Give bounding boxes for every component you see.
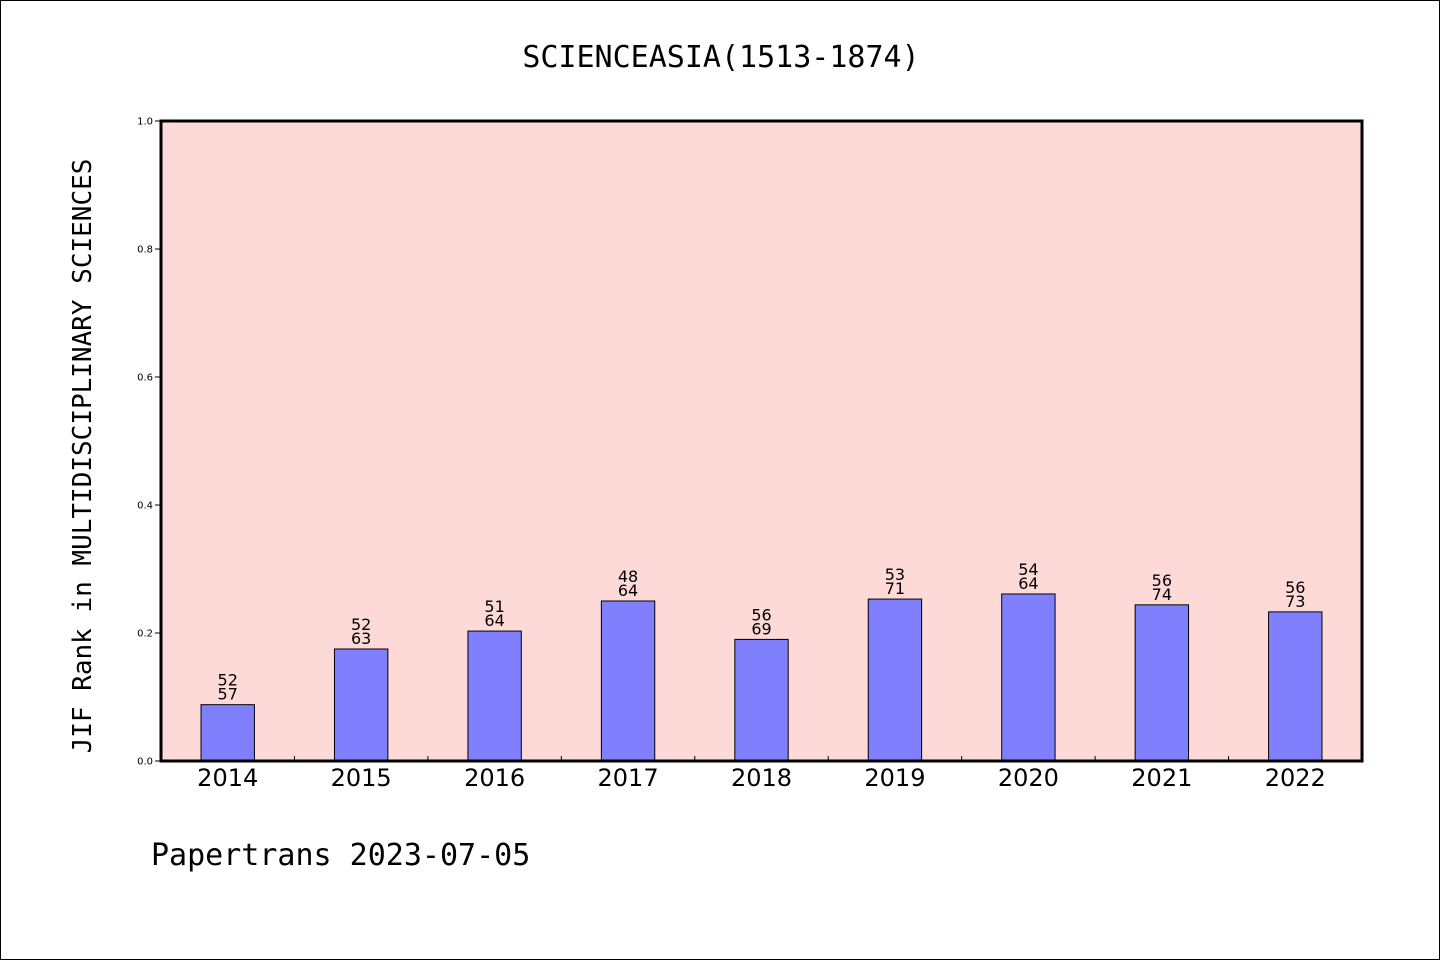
y-axis-label: JIF Rank in MULTIDISCIPLINARY SCIENCES <box>68 159 98 754</box>
bar-total-label: 63 <box>351 629 371 648</box>
x-tick-label: 2019 <box>864 764 925 792</box>
y-tick-label: 0.0 <box>137 757 153 768</box>
bar-total-label: 73 <box>1285 592 1305 611</box>
x-tick-label: 2017 <box>598 764 659 792</box>
x-tick-label: 2015 <box>331 764 392 792</box>
x-axis-ticks: 2014 2015 2016 2017 2018 2019 2020 2021 2022 <box>197 756 1326 792</box>
plot-frame <box>159 119 1364 763</box>
bar-total-label: 74 <box>1152 585 1172 604</box>
footer-watermark: Papertrans 2023-07-05 <box>151 838 530 873</box>
x-tick-label: 2014 <box>197 764 258 792</box>
bar-rank-label: 56 <box>1152 571 1172 590</box>
bar-rank-label: 48 <box>618 567 638 586</box>
bar-2020 <box>1001 593 1056 762</box>
x-tick-label: 2020 <box>998 764 1059 792</box>
bar-rank-label: 56 <box>751 605 771 624</box>
y-axis-ticks: 0.0 0.2 0.4 0.6 0.8 1.0 <box>137 117 161 768</box>
bar-rank-label: 53 <box>885 565 905 584</box>
bar-rank-label: 51 <box>484 597 504 616</box>
bar-rank-label: 56 <box>1285 578 1305 597</box>
chart-title: SCIENCEASIA(1513-1874) <box>522 40 919 75</box>
x-tick-label: 2021 <box>1131 764 1192 792</box>
bar-total-label: 69 <box>751 619 771 638</box>
bar-rank-label: 52 <box>218 671 238 690</box>
x-tick-label: 2016 <box>464 764 525 792</box>
y-tick-label: 1.0 <box>137 117 153 128</box>
y-tick-label: 0.6 <box>137 373 153 384</box>
bar-total-label: 64 <box>618 581 638 600</box>
bar-2018 <box>734 638 789 762</box>
bar-2021 <box>1134 604 1190 762</box>
y-tick-label: 0.2 <box>137 629 153 640</box>
bar-total-label: 57 <box>218 685 238 704</box>
bar-rank-label: 52 <box>351 615 371 634</box>
bar-rank-label: 54 <box>1018 560 1038 579</box>
bar-2014 <box>200 704 255 762</box>
y-tick-label: 0.8 <box>137 245 153 256</box>
bar-2017 <box>600 600 656 762</box>
bar-2019 <box>867 598 923 762</box>
bar-2015 <box>333 648 389 762</box>
bar-2016 <box>467 630 522 762</box>
bar-total-label: 64 <box>484 611 504 630</box>
x-tick-label: 2018 <box>731 764 792 792</box>
bars-layer <box>200 593 1323 762</box>
bar-2022 <box>1268 611 1323 762</box>
y-tick-label: 0.4 <box>137 501 153 512</box>
bar-total-label: 64 <box>1018 574 1038 593</box>
bar-total-label: 71 <box>885 579 905 598</box>
x-tick-label: 2022 <box>1265 764 1326 792</box>
